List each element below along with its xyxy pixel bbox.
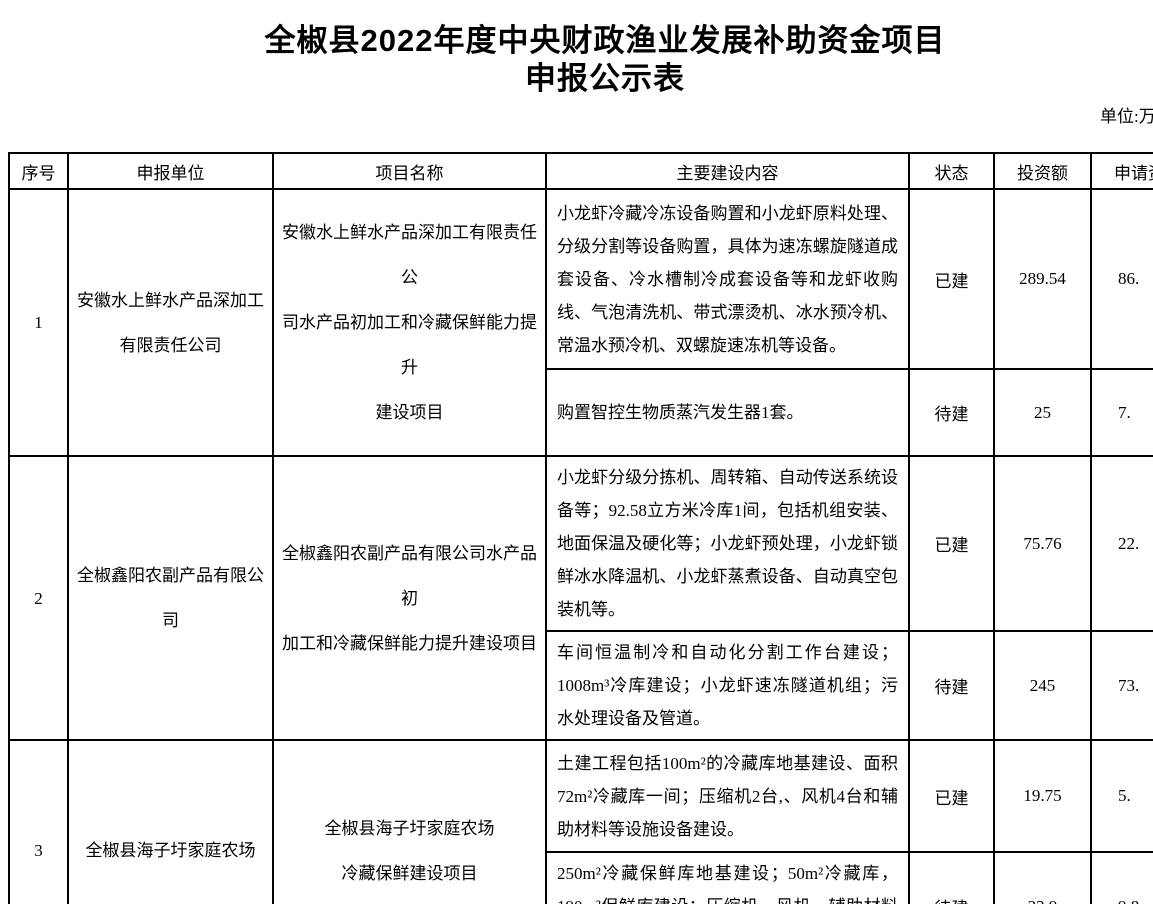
table-row: 3 全椒县海子圩家庭农场 全椒县海子圩家庭农场 冷藏保鲜建设项目 土建工程包括1… [8,739,1153,904]
row2-item1-status: 已建 [908,455,995,632]
table-row: 购置智控生物质蒸汽发生器1套。 待建 25 7. [9,368,1153,457]
unit-note: 单位:万元 [1100,107,1153,126]
row1-project: 安徽水上鲜水产品深加工有限责任公 司水产品初加工和冷藏保鲜能力提升 建设项目 [272,188,547,457]
row1-seq: 1 [8,188,69,457]
row3-seq: 3 [8,739,69,904]
row1-item2-status: 待建 [908,368,995,457]
table-row: 1 安徽水上鲜水产品深加工 有限责任公司 安徽水上鲜水产品深加工有限责任公 司水… [8,188,1153,457]
row3-item1-requested: 5. [1090,739,1153,853]
table-row: 250m²冷藏保鲜库地基建设；50m²冷藏库，190m²保鲜库建设；压缩机、风机… [9,851,1153,904]
table-header-row: 序号 申报单位 项目名称 主要建设内容 状态 投资额 申请资金 [8,152,1153,190]
page-title: 全椒县2022年度中央财政渔业发展补助资金项目 申报公示表 [0,22,1153,98]
header-project: 项目名称 [272,152,547,190]
table-row: 车间恒温制冷和自动化分割工作台建设；1008m³冷库建设；小龙虾速冻隧道机组；污… [9,630,1153,741]
row1-item1-requested: 86. [1090,188,1153,370]
row2-item1-requested: 22. [1090,455,1153,632]
row2-project: 全椒鑫阳农副产品有限公司水产品初 加工和冷藏保鲜能力提升建设项目 [272,455,547,741]
header-seq: 序号 [8,152,69,190]
row3-item2-content: 250m²冷藏保鲜库地基建设；50m²冷藏库，190m²保鲜库建设；压缩机、风机… [545,851,910,904]
header-unit: 申报单位 [67,152,274,190]
row3-item1-status: 已建 [908,739,995,853]
header-investment: 投资额 [993,152,1092,190]
row1-item1-investment: 289.54 [993,188,1092,370]
publicity-table: 序号 申报单位 项目名称 主要建设内容 状态 投资额 申请资金 1 安徽水上鲜水… [8,152,1153,904]
page-title-line1: 全椒县2022年度中央财政渔业发展补助资金项目 [264,23,946,58]
header-requested: 申请资金 [1090,152,1153,190]
row2-item2-investment: 245 [993,630,1092,741]
row3-item2-status: 待建 [908,851,995,904]
row3-unit: 全椒县海子圩家庭农场 [67,739,274,904]
row2-item1-investment: 75.76 [993,455,1092,632]
row3-project: 全椒县海子圩家庭农场 冷藏保鲜建设项目 [272,739,547,904]
row1-item1-content: 小龙虾冷藏冷冻设备购置和小龙虾原料处理、分级分割等设备购置，具体为速冻螺旋隧道成… [545,188,910,370]
row2-seq: 2 [8,455,69,741]
row3-item2-requested: 9.8 [1090,851,1153,904]
row3-item2-investment: 32.9 [993,851,1092,904]
header-status: 状态 [908,152,995,190]
table-row: 2 全椒鑫阳农副产品有限公 司 全椒鑫阳农副产品有限公司水产品初 加工和冷藏保鲜… [8,455,1153,741]
row1-item1-status: 已建 [908,188,995,370]
row1-item2-content: 购置智控生物质蒸汽发生器1套。 [545,368,910,457]
row2-item2-content: 车间恒温制冷和自动化分割工作台建设；1008m³冷库建设；小龙虾速冻隧道机组；污… [545,630,910,741]
row1-item2-requested: 7. [1090,368,1153,457]
page-title-line2: 申报公示表 [525,61,685,96]
row1-item2-investment: 25 [993,368,1092,457]
header-content: 主要建设内容 [545,152,910,190]
row1-unit: 安徽水上鲜水产品深加工 有限责任公司 [67,188,274,457]
row3-item1-content: 土建工程包括100m²的冷藏库地基建设、面积72m²冷藏库一间；压缩机2台,、风… [545,739,910,853]
row2-unit: 全椒鑫阳农副产品有限公 司 [67,455,274,741]
row2-item2-status: 待建 [908,630,995,741]
row3-item1-investment: 19.75 [993,739,1092,853]
row2-item1-content: 小龙虾分级分拣机、周转箱、自动传送系统设备等；92.58立方米冷库1间，包括机组… [545,455,910,632]
row2-item2-requested: 73. [1090,630,1153,741]
